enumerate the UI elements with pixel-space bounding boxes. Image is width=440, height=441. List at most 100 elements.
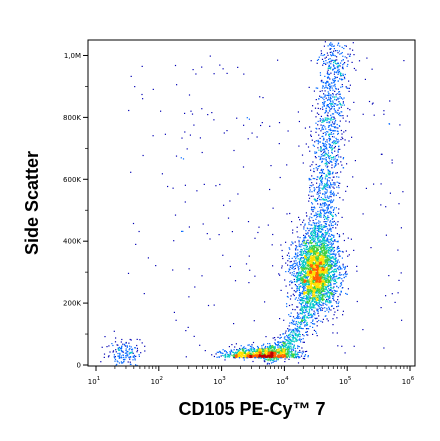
event-point <box>302 252 305 254</box>
event-point <box>317 302 319 304</box>
event-point <box>346 265 348 267</box>
event-point <box>321 58 324 60</box>
event-point <box>329 171 331 173</box>
event-point <box>323 294 325 296</box>
event-point <box>333 129 335 132</box>
event-point <box>318 278 320 280</box>
event-point <box>315 87 317 89</box>
event-point <box>237 349 239 351</box>
event-point <box>333 265 336 267</box>
event-point <box>333 199 335 201</box>
event-point <box>321 128 323 130</box>
event-point <box>333 73 335 75</box>
event-point <box>324 255 326 257</box>
event-point <box>310 293 312 295</box>
event-point <box>325 212 327 214</box>
event-point <box>306 285 308 288</box>
event-point <box>302 270 304 272</box>
event-point <box>310 257 312 259</box>
event-point <box>326 184 328 186</box>
event-point <box>330 230 332 232</box>
event-point <box>313 246 316 248</box>
event-point <box>302 290 304 292</box>
event-point <box>312 222 314 224</box>
event-point <box>298 330 300 332</box>
event-point <box>308 251 310 253</box>
event-point <box>330 253 332 255</box>
event-point <box>294 284 296 286</box>
event-point <box>295 334 297 336</box>
event-point <box>324 269 326 272</box>
event-point <box>319 158 321 161</box>
event-point <box>285 339 288 341</box>
event-point <box>310 276 312 278</box>
event-point <box>335 276 337 278</box>
event-point <box>279 341 281 343</box>
event-point <box>323 251 326 253</box>
event-point <box>333 239 336 241</box>
event-point <box>322 276 324 278</box>
event-point <box>300 285 302 287</box>
event-point <box>323 87 325 89</box>
event-point <box>331 145 333 147</box>
event-point <box>319 273 321 275</box>
event-point <box>318 315 320 317</box>
event-point <box>329 128 332 130</box>
event-point <box>337 44 339 46</box>
event-point <box>325 239 327 241</box>
event-point <box>314 297 316 299</box>
event-point <box>292 316 295 318</box>
event-point <box>322 240 324 242</box>
event-point <box>340 284 343 286</box>
event-point <box>319 227 322 230</box>
event-point <box>326 154 328 156</box>
event-point <box>337 151 339 153</box>
event-point <box>318 286 320 288</box>
event-point <box>313 244 315 247</box>
event-point <box>299 333 301 336</box>
event-point <box>317 266 319 269</box>
event-point <box>317 260 319 262</box>
event-point <box>303 219 305 221</box>
event-point <box>318 229 320 231</box>
event-point <box>291 257 293 259</box>
event-point <box>292 265 294 267</box>
event-point <box>311 281 313 283</box>
event-point <box>303 271 305 273</box>
event-point <box>327 171 329 173</box>
event-point <box>296 306 298 308</box>
event-point <box>342 66 344 68</box>
event-point <box>295 275 297 277</box>
event-point <box>323 105 325 107</box>
event-point <box>279 274 281 276</box>
event-point <box>328 106 330 108</box>
event-point <box>324 143 326 145</box>
event-point <box>340 129 342 132</box>
event-point <box>322 288 324 290</box>
event-point <box>307 281 309 283</box>
event-point <box>316 296 318 298</box>
event-point <box>322 208 324 210</box>
event-point <box>328 67 330 69</box>
event-point <box>306 254 308 256</box>
event-point <box>329 246 331 248</box>
event-point <box>281 255 283 257</box>
event-point <box>303 293 305 295</box>
event-point <box>285 355 287 357</box>
event-point <box>329 43 331 45</box>
event-point <box>304 237 306 239</box>
event-point <box>317 193 319 195</box>
event-point <box>338 64 340 66</box>
event-point <box>334 83 336 85</box>
event-point <box>319 206 321 208</box>
event-point <box>314 312 316 314</box>
event-point <box>312 292 314 294</box>
event-point <box>316 264 318 267</box>
event-point <box>309 252 311 254</box>
event-point <box>292 308 294 311</box>
event-point <box>341 79 343 81</box>
event-point <box>323 242 325 244</box>
event-point <box>317 264 319 266</box>
event-point <box>269 344 271 346</box>
event-point <box>328 307 330 309</box>
